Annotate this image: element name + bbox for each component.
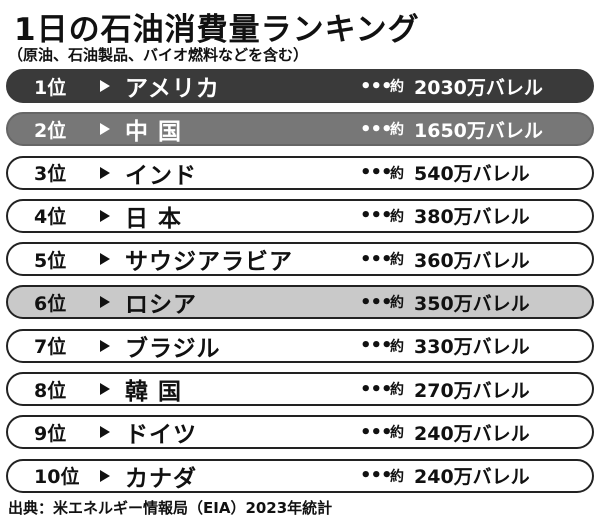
country-name: インド	[125, 162, 197, 189]
rank-label: 4位	[34, 206, 67, 229]
ellipsis-icon: •••	[360, 378, 393, 400]
rank-label: 7位	[34, 336, 67, 359]
arrow-right-icon	[100, 123, 110, 136]
consumption-value: 270万バレル	[414, 379, 530, 402]
approx-label: 約	[390, 382, 404, 399]
country-name: ブラジル	[125, 335, 221, 362]
arrow-right-icon	[100, 166, 110, 179]
country-name: 韓 国	[125, 379, 183, 406]
arrow-right-icon	[100, 383, 110, 396]
approx-label: 約	[390, 338, 404, 355]
arrow-right-icon	[100, 339, 110, 352]
ranking-row: 3位 インド ••• 約 540万バレル	[6, 155, 594, 190]
approx-label: 約	[390, 208, 404, 225]
country-name: カナダ	[125, 465, 197, 492]
rank-label: 8位	[34, 379, 67, 402]
ranking-row: 8位 韓 国 ••• 約 270万バレル	[6, 372, 594, 407]
ellipsis-icon: •••	[360, 335, 393, 357]
rank-label: 10位	[34, 466, 80, 489]
source-note: 出典：米エネルギー情報局（EIA）2023年統計	[8, 499, 333, 517]
ellipsis-icon: •••	[360, 291, 393, 313]
approx-label: 約	[390, 295, 404, 312]
country-name: ドイツ	[125, 422, 197, 449]
country-name: サウジアラビア	[125, 249, 293, 276]
ranking-row: 1位 アメリカ ••• 約 2030万バレル	[6, 69, 594, 103]
approx-label: 約	[390, 79, 404, 95]
rank-label: 5位	[34, 249, 67, 272]
country-name: 日 本	[125, 205, 183, 232]
approx-label: 約	[390, 425, 404, 442]
consumption-value: 360万バレル	[414, 249, 530, 272]
country-name: ロシア	[125, 292, 197, 319]
rank-label: 6位	[34, 292, 67, 315]
ellipsis-icon: •••	[360, 421, 393, 443]
arrow-right-icon	[100, 209, 110, 222]
ranking-row: 7位 ブラジル ••• 約 330万バレル	[6, 328, 594, 363]
rank-label: 1位	[34, 76, 67, 99]
rank-label: 2位	[34, 119, 67, 142]
approx-label: 約	[390, 122, 404, 139]
consumption-value: 540万バレル	[414, 163, 530, 186]
ranking-row: 10位 カナダ ••• 約 240万バレル	[6, 458, 594, 493]
ellipsis-icon: •••	[360, 162, 393, 184]
arrow-right-icon	[100, 80, 110, 92]
chart-subtitle: （原油、石油製品、バイオ燃料などを含む）	[8, 46, 309, 64]
approx-label: 約	[390, 468, 404, 485]
rank-label: 3位	[34, 163, 67, 186]
consumption-value: 2030万バレル	[414, 76, 543, 99]
arrow-right-icon	[100, 426, 110, 439]
ellipsis-icon: •••	[360, 118, 393, 140]
ranking-row: 9位 ドイツ ••• 約 240万バレル	[6, 415, 594, 450]
consumption-value: 1650万バレル	[414, 119, 543, 142]
ranking-row: 6位 ロシア ••• 約 350万バレル	[6, 285, 594, 320]
arrow-right-icon	[100, 469, 110, 482]
rank-label: 9位	[34, 422, 67, 445]
consumption-value: 330万バレル	[414, 336, 530, 359]
consumption-value: 380万バレル	[414, 206, 530, 229]
ellipsis-icon: •••	[360, 75, 393, 97]
consumption-value: 350万バレル	[414, 292, 530, 315]
ranking-row: 2位 中 国 ••• 約 1650万バレル	[6, 112, 594, 147]
country-name: 中 国	[125, 119, 183, 146]
consumption-value: 240万バレル	[414, 422, 530, 445]
ranking-row: 5位 サウジアラビア ••• 約 360万バレル	[6, 242, 594, 277]
approx-label: 約	[390, 252, 404, 269]
ellipsis-icon: •••	[360, 205, 393, 227]
ellipsis-icon: •••	[360, 248, 393, 270]
arrow-right-icon	[100, 253, 110, 266]
arrow-right-icon	[100, 296, 110, 309]
approx-label: 約	[390, 165, 404, 182]
ranking-row: 4位 日 本 ••• 約 380万バレル	[6, 198, 594, 233]
chart-title: 1日の石油消費量ランキング	[14, 12, 420, 48]
ellipsis-icon: •••	[360, 465, 393, 487]
ranking-list: 1位 アメリカ ••• 約 2030万バレル 2位中 国 ••• 約 1650万バレル 3位 インド…	[6, 69, 594, 502]
country-name: アメリカ	[125, 76, 220, 102]
consumption-value: 240万バレル	[414, 466, 530, 489]
